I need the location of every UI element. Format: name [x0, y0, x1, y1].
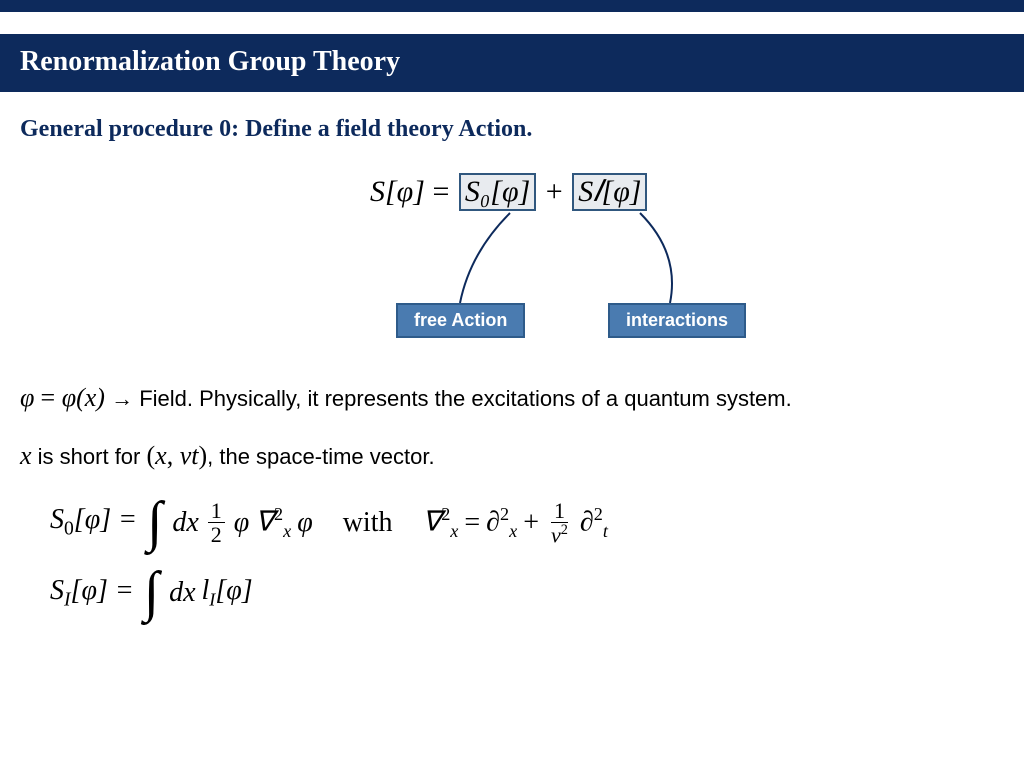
- fraction-half: 1 2: [208, 499, 225, 546]
- equation-s0: S0[φ] = ∫ dx 1 2 φ ∇2x φ with ∇2x = ∂2x …: [50, 499, 1004, 547]
- x-definition-line: x is short for (x, vt), the space-time v…: [20, 441, 1004, 471]
- eq-equals: =: [425, 175, 457, 208]
- s0-phi1: φ: [234, 507, 250, 539]
- arrow: →: [111, 386, 139, 411]
- integral-icon: ∫: [147, 506, 162, 540]
- callout-free-action: free Action: [396, 303, 525, 338]
- field-definition-line: φ = φ(x) → Field. Physically, it represe…: [20, 383, 1004, 413]
- top-strip: [0, 0, 1024, 12]
- content-area: General procedure 0: Define a field theo…: [0, 92, 1024, 663]
- x-tuple: x: [155, 441, 167, 470]
- s0-lhs: S0[φ] =: [50, 504, 137, 541]
- field-desc-text: Field. Physically, it represents the exc…: [139, 386, 792, 411]
- si-integrand: lI[φ]: [202, 575, 253, 611]
- title-bar: Renormalization Group Theory: [0, 34, 1024, 92]
- si-lhs: SI[φ] =: [50, 575, 134, 612]
- eq-lhs: S[φ]: [370, 175, 425, 208]
- integral-icon-2: ∫: [144, 576, 159, 610]
- dxx-term: ∂2x: [486, 504, 517, 542]
- page-title: Renormalization Group Theory: [20, 46, 1004, 78]
- eq-plus: +: [538, 175, 570, 208]
- boxed-term-s0: S₀[φ]: [459, 173, 536, 211]
- dtt-term: ∂2t: [580, 504, 608, 542]
- equation-si: SI[φ] = ∫ dx lI[φ]: [50, 575, 1004, 612]
- phi-of-x: φ(x): [62, 383, 105, 412]
- nabla-def: ∇2x: [422, 504, 458, 542]
- s0-nabla: ∇2x: [255, 504, 291, 542]
- term-s0: S₀[φ]: [465, 175, 530, 208]
- s0-dx: dx: [172, 507, 198, 539]
- fraction-vsq: 1 v2: [548, 499, 571, 547]
- eq2-sign: =: [464, 507, 480, 539]
- callout-interactions: interactions: [608, 303, 746, 338]
- x-pre-text: is short for: [38, 444, 147, 469]
- eq-sign: =: [41, 383, 62, 412]
- si-dx: dx: [169, 577, 195, 609]
- x-symbol: x: [20, 441, 32, 470]
- phi-symbol: φ: [20, 383, 34, 412]
- main-equation-area: S[φ] = S₀[φ] + S𝐼[φ] free Action interac…: [20, 173, 1004, 353]
- main-equation: S[φ] = S₀[φ] + S𝐼[φ]: [370, 173, 649, 211]
- boxed-term-si: S𝐼[φ]: [572, 173, 647, 211]
- plus-sign: +: [523, 507, 539, 539]
- with-word: with: [343, 507, 393, 539]
- x-post-text: , the space-time vector.: [207, 444, 434, 469]
- s0-phi2: φ: [297, 507, 313, 539]
- subtitle: General procedure 0: Define a field theo…: [20, 116, 1004, 143]
- term-si: S𝐼[φ]: [578, 175, 641, 208]
